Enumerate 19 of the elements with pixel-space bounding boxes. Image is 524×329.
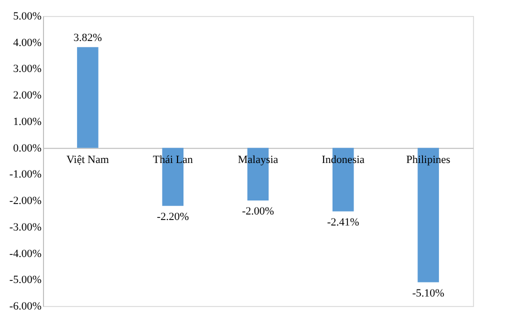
x-tick-label: Indonesia: [322, 154, 365, 166]
y-tick-label: 0.00%: [13, 142, 42, 154]
data-label: -2.20%: [156, 210, 189, 223]
y-tick-label: 1.00%: [13, 116, 42, 128]
y-tick-label: -3.00%: [9, 221, 42, 234]
y-tick-label: -6.00%: [9, 300, 42, 312]
y-tick-label: -5.00%: [9, 274, 42, 286]
y-tick-label: 5.00%: [13, 10, 42, 22]
data-label: -5.10%: [412, 287, 444, 300]
y-tick-label: 4.00%: [13, 36, 42, 49]
data-label: 3.82%: [73, 32, 102, 44]
y-tick-label: 3.00%: [13, 63, 42, 76]
y-tick-label: -4.00%: [9, 248, 42, 260]
data-label: -2.41%: [327, 216, 360, 228]
y-tick-label: -2.00%: [9, 195, 42, 208]
x-tick-label: Việt Nam: [66, 154, 110, 166]
data-label: -2.00%: [242, 206, 274, 218]
y-tick-label: -1.00%: [9, 168, 42, 181]
y-tick-label: 2.00%: [13, 90, 42, 102]
